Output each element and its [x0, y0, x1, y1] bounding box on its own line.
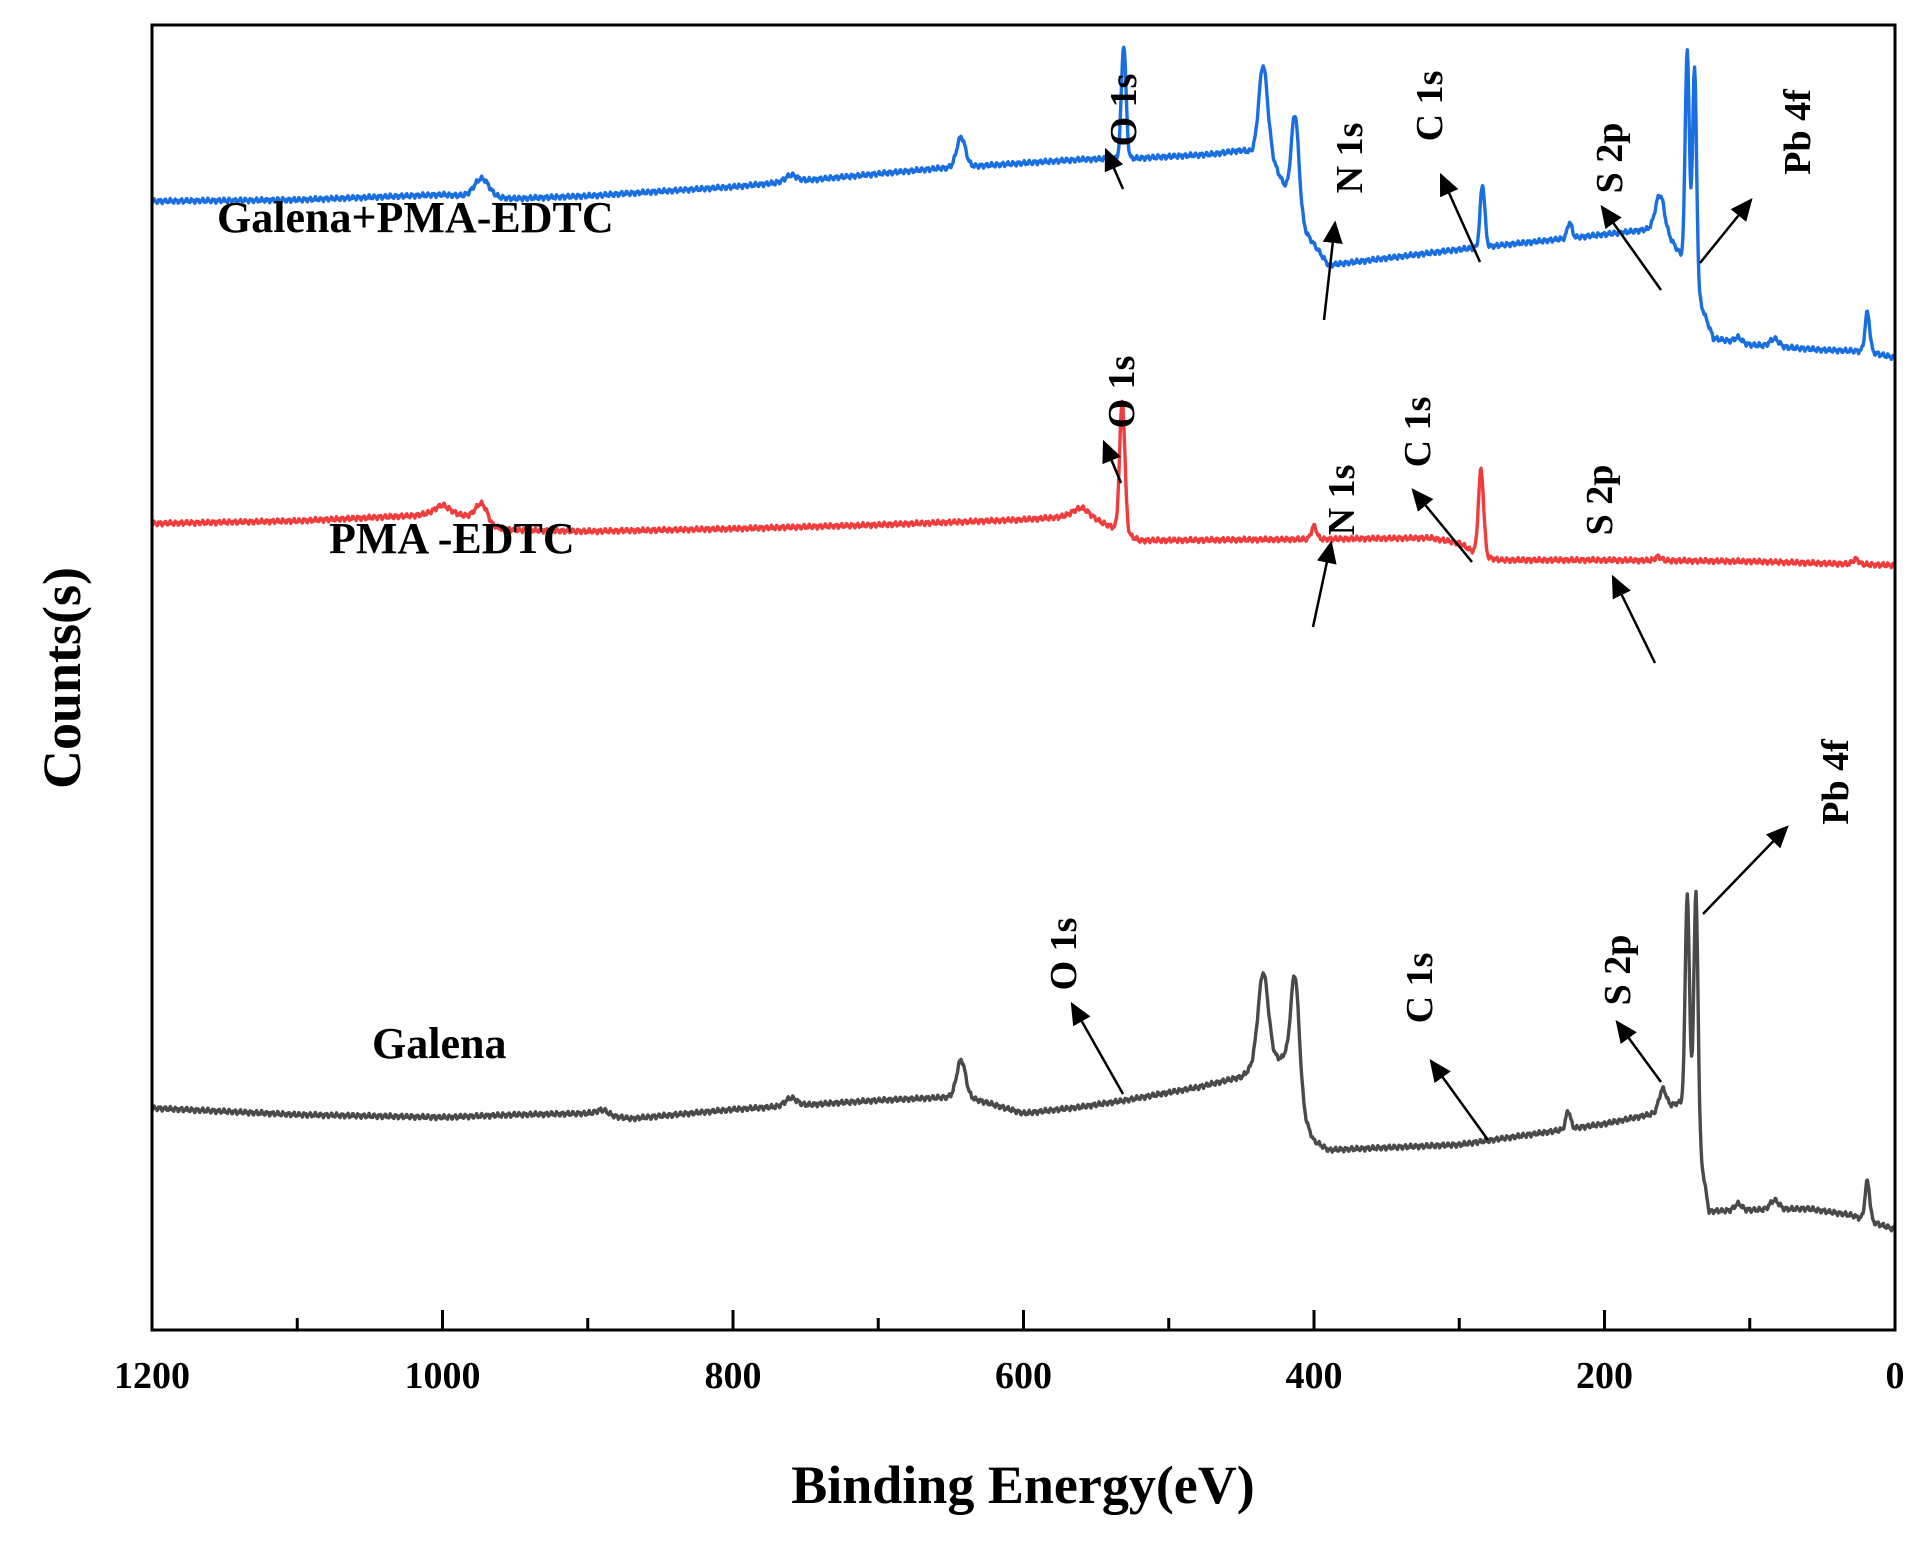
series-label-layer: Galena+PMA-EDTC PMA -EDTC Galena [217, 193, 614, 1068]
peak-arrow [1070, 1001, 1125, 1095]
x-tick-label: 800 [705, 1355, 762, 1397]
x-axis: 1200 1000 800 600 400 200 0 [114, 1310, 1905, 1397]
x-tick-label: 600 [995, 1355, 1052, 1397]
peak-label: S 2p [1579, 465, 1621, 536]
series-layer [151, 45, 1896, 1233]
peak-arrow [1102, 439, 1123, 484]
series-line-1 [151, 399, 1896, 570]
series-line-2 [151, 889, 1896, 1233]
peak-label: O 1s [1101, 356, 1143, 429]
peak-arrow [1615, 1019, 1663, 1083]
peak-arrow [1411, 488, 1473, 563]
annotation-layer: O 1s N 1s C 1s S 2p Pb 4f O 1s N 1s C 1s S 2p O 1… [1043, 71, 1857, 1141]
peak-label: C 1s [1399, 953, 1441, 1024]
series-label: PMA -EDTC [329, 514, 575, 563]
peak-arrow [1311, 540, 1337, 628]
peak-arrow [1104, 147, 1125, 190]
peak-arrow [1702, 825, 1789, 915]
peak-arrow [1439, 172, 1482, 263]
x-tick-label: 1200 [114, 1355, 190, 1397]
peak-label: C 1s [1409, 71, 1451, 142]
x-tick-label: 200 [1576, 1355, 1633, 1397]
peak-label: S 2p [1589, 123, 1631, 194]
peak-label: C 1s [1397, 397, 1439, 468]
peak-arrow [1322, 220, 1343, 321]
peak-label: O 1s [1103, 74, 1145, 147]
y-axis-title: Counts(s) [32, 567, 92, 789]
peak-label: S 2p [1597, 935, 1639, 1006]
x-tick-label: 0 [1886, 1355, 1905, 1397]
peak-arrow [1611, 574, 1657, 664]
x-tick-label: 400 [1286, 1355, 1343, 1397]
series-label: Galena [372, 1019, 506, 1068]
x-tick-label: 1000 [405, 1355, 481, 1397]
peak-label: N 1s [1329, 123, 1371, 194]
peak-label: N 1s [1321, 465, 1363, 536]
peak-label: Pb 4f [1777, 88, 1819, 175]
peak-arrow [1600, 204, 1663, 291]
peak-label: O 1s [1043, 918, 1085, 991]
series-label: Galena+PMA-EDTC [217, 193, 614, 242]
peak-label: Pb 4f [1815, 738, 1857, 825]
peak-arrow [1699, 198, 1753, 264]
peak-arrow [1429, 1058, 1490, 1141]
x-axis-title: Binding Energy(eV) [791, 1455, 1255, 1515]
series-line-0 [151, 45, 1896, 362]
